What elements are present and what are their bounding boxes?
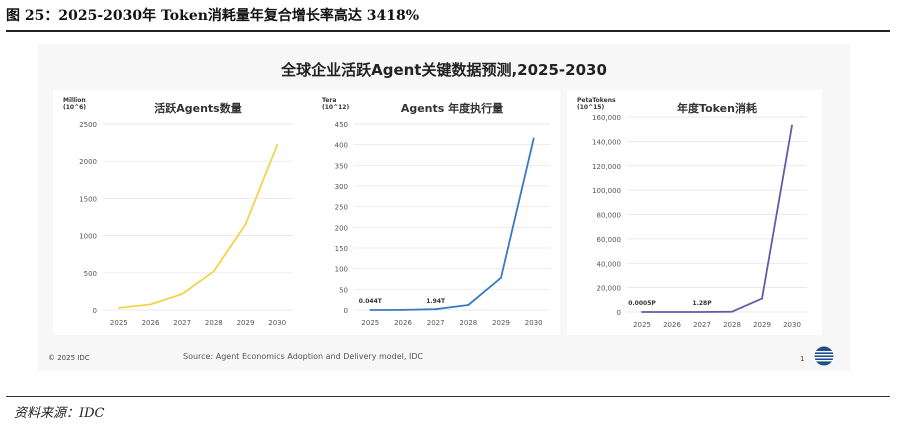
chart-agent-executions-svg: Tera(10^12) Agents 年度执行量 0 50 100 150 200 250 30…: [322, 97, 550, 327]
chart-title: Agents 年度执行量: [401, 101, 503, 115]
y-tick-label: 0: [93, 307, 97, 315]
series-line: [370, 138, 535, 311]
x-tick-label: 2029: [237, 319, 255, 327]
y-tick-label: 200: [335, 224, 348, 232]
series-line: [642, 125, 793, 313]
data-point: [402, 308, 404, 311]
x-tick-label: 2025: [633, 321, 651, 329]
source-note: Source: Agent Economics Adoption and Del…: [183, 352, 424, 361]
y-tick-label: 20,000: [597, 285, 622, 293]
y-tick-label: 0: [344, 307, 348, 315]
x-tick-label: 2028: [459, 319, 477, 327]
data-point: [212, 270, 215, 273]
data-point: [369, 309, 372, 311]
y-tick-label: 2000: [79, 158, 97, 166]
y-tick-label: 100,000: [592, 187, 621, 195]
x-tick-label: 2026: [142, 319, 160, 327]
data-label: 0.0005P: [628, 300, 656, 307]
y-tick-label: 160,000: [592, 114, 621, 122]
data-point: [701, 311, 703, 313]
y-tick-label: 400: [335, 142, 348, 150]
chart-token-consumption-svg: PetaTokens(10^15) 年度Token消耗 0 20,000 40,000 6…: [577, 97, 807, 329]
y-tick-label: 80,000: [597, 212, 622, 220]
y-tick-label: 300: [335, 183, 348, 191]
unit-label: Million: [63, 97, 86, 104]
x-tick-label: 2025: [110, 319, 128, 327]
data-point: [791, 124, 793, 127]
x-tick-label: 2025: [361, 319, 379, 327]
data-point: [641, 311, 643, 313]
y-tick-label: 2500: [79, 121, 97, 129]
y-tick-label: 50: [339, 286, 348, 294]
unit-label: Tera: [322, 97, 336, 104]
chart-active-agents-svg: Million(10^6) 活跃Agents数量 0 500 1000 1500 2000 2…: [63, 97, 293, 327]
y-tick-label: 1500: [79, 195, 97, 203]
figure-title: 图 25：2025-2030年 Token消耗量年复合增长率高达 3418%: [6, 8, 420, 24]
page-number: 1: [800, 355, 805, 363]
y-tick-label: 150: [335, 245, 348, 253]
data-point: [500, 276, 502, 279]
data-point: [434, 308, 437, 311]
chart-agent-executions: Tera (10^12) Agents 年度执行量 0 50 100 150 200 250 30…: [318, 90, 560, 335]
y-tick-label: 1000: [79, 233, 97, 241]
data-point: [117, 307, 120, 309]
x-tick-label: 2027: [173, 319, 191, 327]
x-tick-label: 2027: [427, 319, 445, 327]
chart-title: 活跃Agents数量: [154, 101, 241, 115]
x-tick-label: 2030: [783, 321, 801, 329]
chart-active-agents: Million (10^6) 活跃Agents数量 0 500 1000 1500 2000 2…: [53, 90, 318, 335]
series-line: [118, 144, 279, 309]
data-point: [244, 223, 247, 226]
y-tick-label: 100: [335, 266, 348, 274]
y-tick-label: 450: [335, 121, 348, 129]
x-tick-label: 2028: [205, 319, 223, 327]
footer-source: 资料来源：IDC: [14, 406, 105, 421]
y-tick-label: 0: [617, 309, 621, 317]
chart-title: 年度Token消耗: [677, 101, 757, 115]
x-tick-label: 2027: [693, 321, 711, 329]
x-tick-label: 2030: [525, 319, 543, 327]
data-point: [467, 304, 470, 306]
data-point: [149, 303, 152, 306]
data-point: [181, 293, 184, 295]
idc-globe-logo-icon: [814, 346, 834, 366]
data-label: 1.94T: [426, 298, 446, 305]
y-tick-label: 120,000: [592, 163, 621, 171]
data-point: [731, 310, 733, 313]
unit-label: (10^12): [322, 104, 349, 111]
x-tick-label: 2028: [723, 321, 741, 329]
data-point: [671, 311, 673, 313]
unit-label: (10^15): [577, 104, 604, 111]
y-tick-label: 140,000: [592, 138, 621, 146]
data-point: [761, 297, 763, 300]
x-tick-label: 2029: [492, 319, 510, 327]
unit-label: (10^6): [63, 104, 86, 111]
y-tick-label: 250: [335, 204, 348, 212]
y-tick-label: 500: [84, 270, 97, 278]
data-point: [532, 137, 535, 140]
data-label: 0.044T: [359, 298, 383, 305]
x-tick-label: 2030: [268, 319, 286, 327]
x-tick-label: 2026: [394, 319, 412, 327]
y-tick-label: 350: [335, 162, 348, 170]
chart-token-consumption: PetaTokens (10^15) 年度Token消耗 0 20,000 40,000 6…: [567, 90, 822, 335]
unit-label: PetaTokens: [577, 97, 616, 104]
y-tick-label: 40,000: [597, 260, 622, 268]
panel-title: 全球企业活跃Agent关键数据预测,2025-2030: [281, 61, 607, 79]
data-label: 1.28P: [692, 300, 712, 307]
x-tick-label: 2026: [663, 321, 681, 329]
y-tick-label: 60,000: [597, 236, 622, 244]
data-point: [276, 143, 279, 146]
copyright-text: © 2025 IDC: [48, 354, 90, 362]
bottom-rule: [6, 396, 890, 397]
x-tick-label: 2029: [753, 321, 771, 329]
top-rule: [6, 30, 890, 32]
